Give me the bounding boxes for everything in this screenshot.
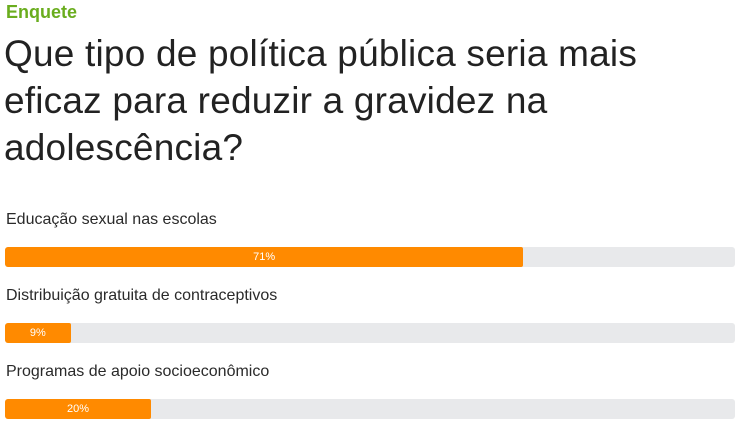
poll-bar-percent: 20% <box>66 403 90 415</box>
poll-bar-fill: 20% <box>5 399 151 419</box>
poll-question: Que tipo de política pública seria mais … <box>4 33 638 168</box>
poll-option-label: Programas de apoio socioeconômico <box>6 363 270 380</box>
poll-bar-track: 71% <box>5 247 735 267</box>
poll-bar-percent: 71% <box>253 251 276 263</box>
poll-bar-track: 20% <box>5 399 735 419</box>
poll-bar-fill: 71% <box>5 247 524 267</box>
poll-option-label: Educação sexual nas escolas <box>6 211 217 228</box>
poll-kicker: Enquete <box>6 2 78 22</box>
poll-bar-track: 9% <box>5 323 735 343</box>
poll-bar-percent: 9% <box>29 327 46 339</box>
poll-option-label: Distribuição gratuita de contraceptivos <box>6 287 278 304</box>
poll-bar-fill: 9% <box>5 323 71 343</box>
